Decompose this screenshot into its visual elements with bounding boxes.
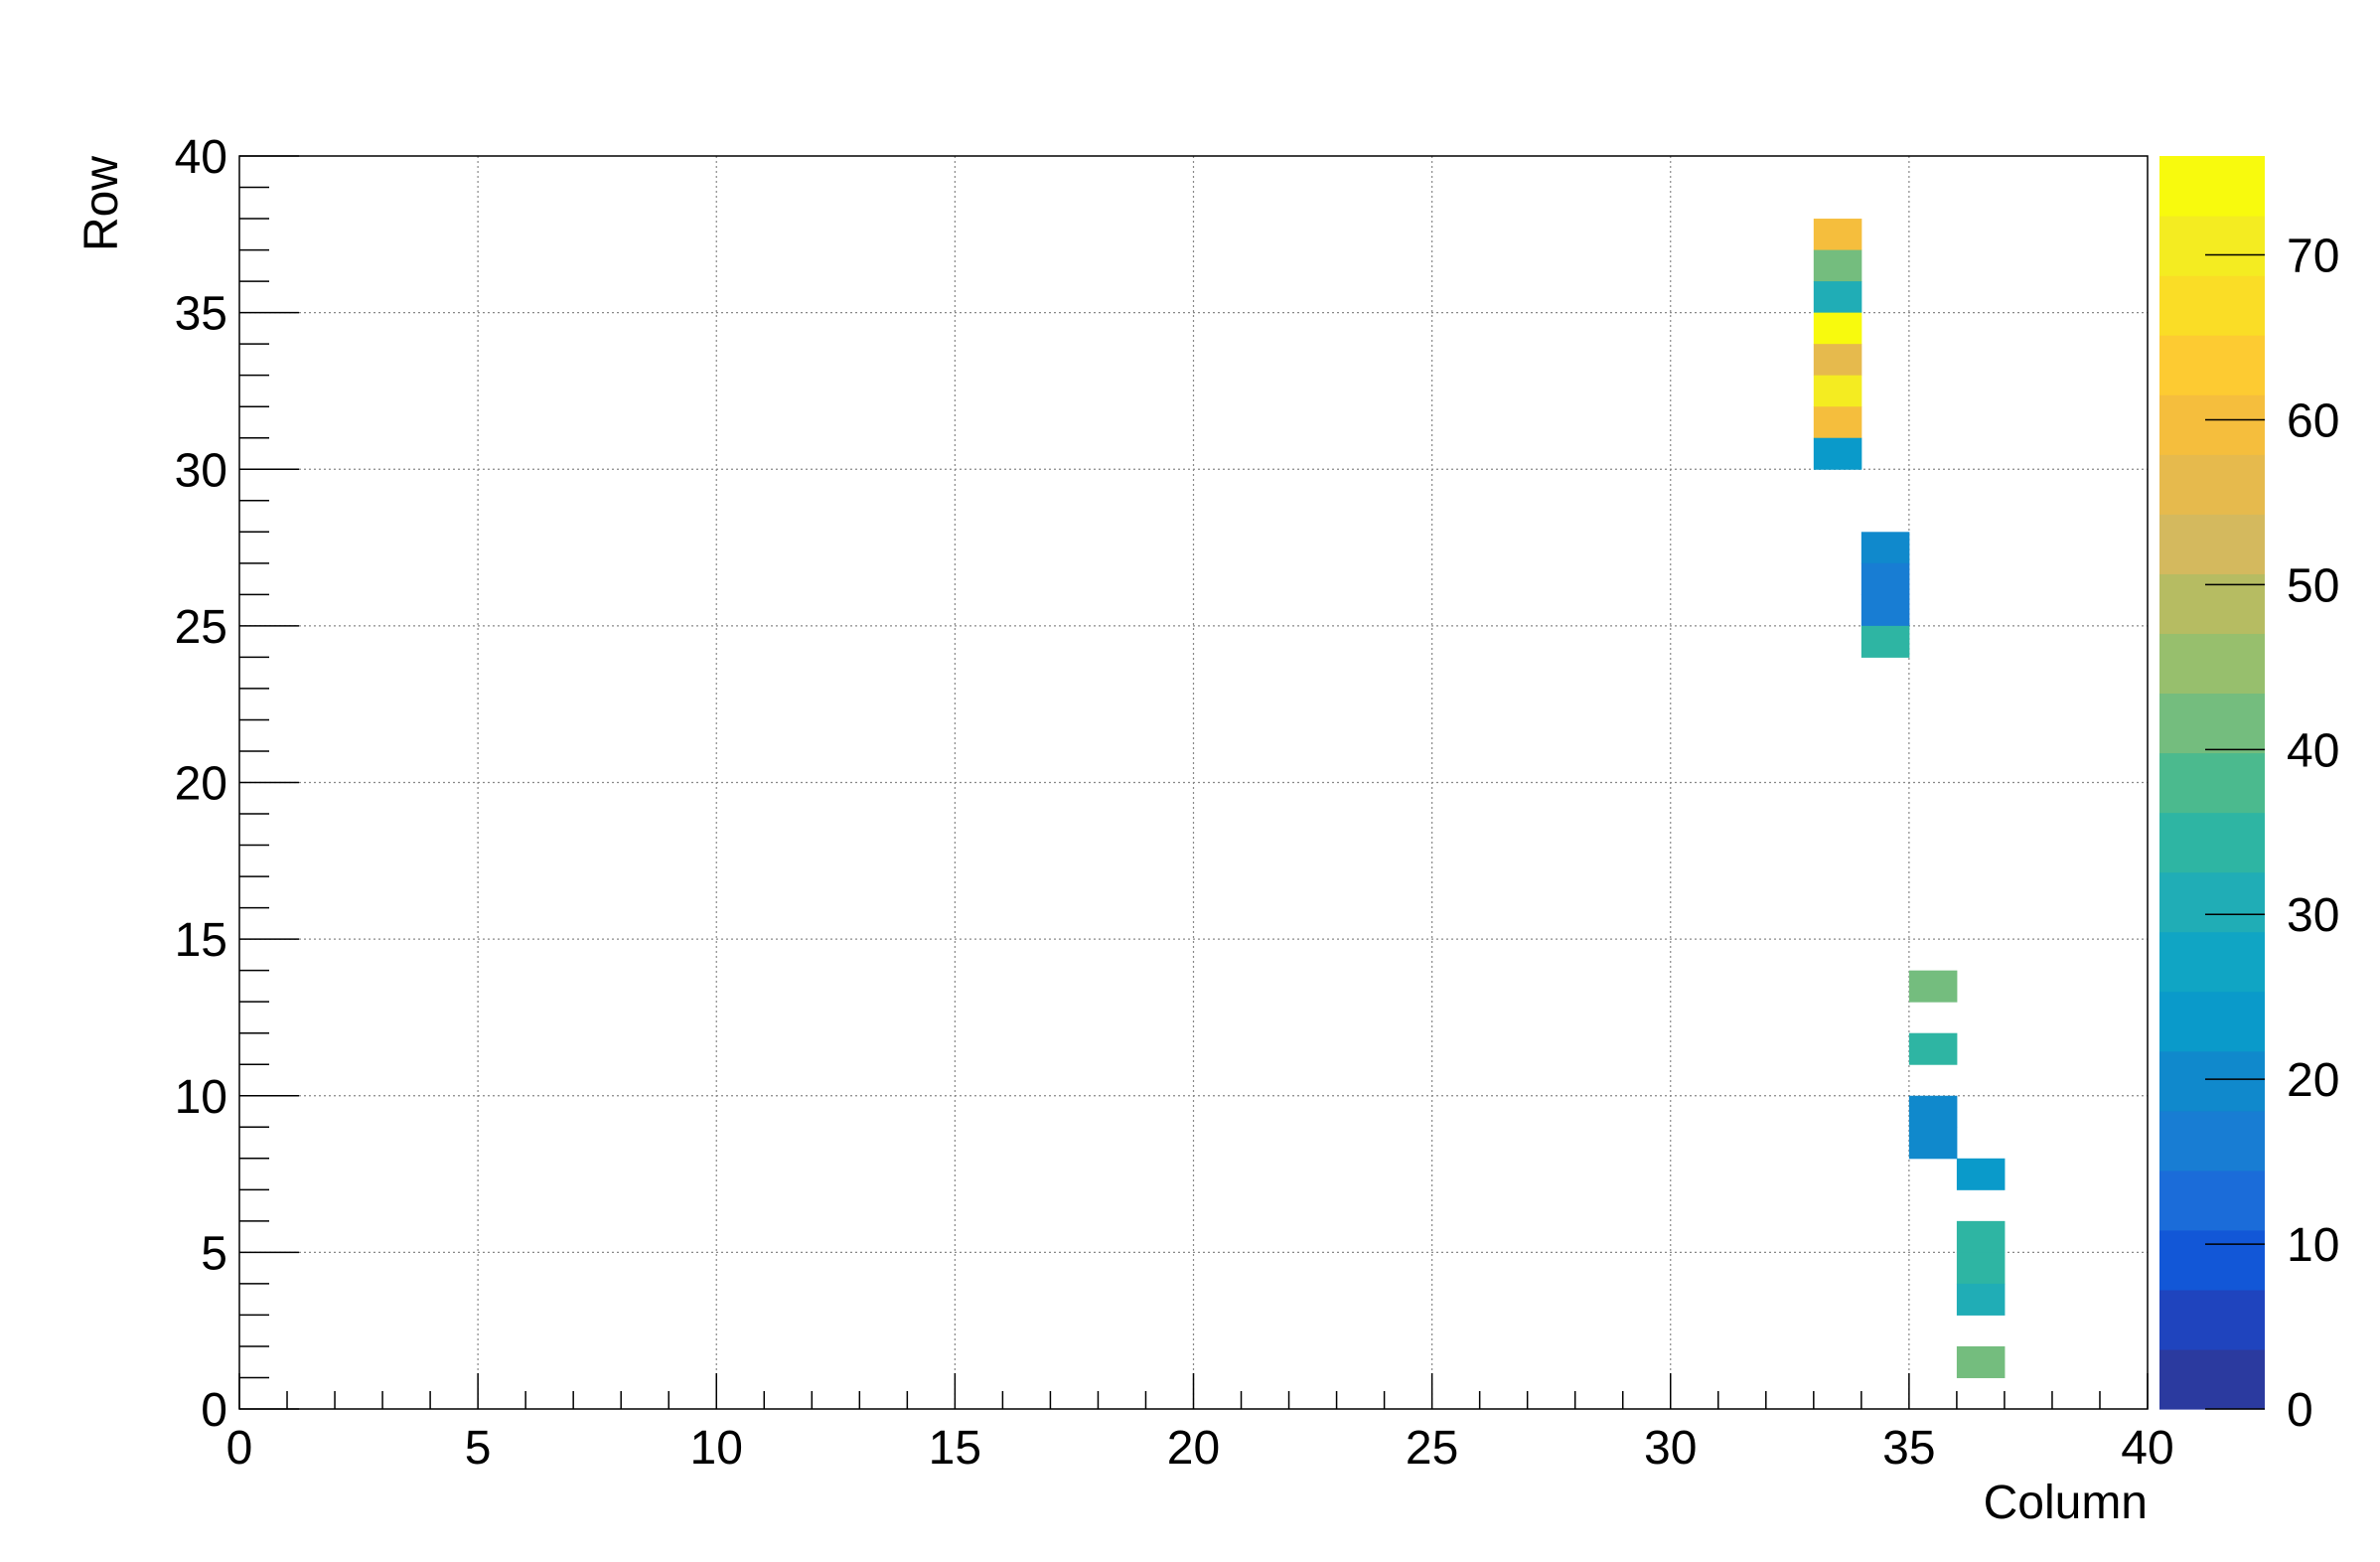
- heatmap-cell: [1813, 375, 1862, 407]
- colorbar-band: [2159, 1348, 2265, 1410]
- heatmap-cell: [1908, 1095, 1958, 1128]
- colorbar: 0 10 20 30 40 50 60 70: [2159, 156, 2339, 1437]
- heatmap-cell: [1908, 970, 1958, 1003]
- heatmap-cell: [1813, 312, 1862, 345]
- x-tick-label: 10: [690, 1422, 743, 1475]
- heatmap-cell: [1908, 1127, 1958, 1160]
- x-tick-label: 20: [1167, 1422, 1220, 1475]
- y-tick-label: 35: [175, 288, 227, 341]
- colorbar-band: [2159, 1229, 2265, 1291]
- y-axis: 0 5 10 15 20 25 30 35 40: [175, 131, 299, 1437]
- colorbar-band: [2159, 216, 2265, 276]
- colorbar-band: [2159, 812, 2265, 873]
- heatmap-cell: [1860, 625, 1910, 658]
- colorbar-tick-label: 20: [2287, 1054, 2339, 1107]
- heatmap-cell: [1956, 1345, 2006, 1378]
- y-tick-label: 30: [175, 444, 227, 497]
- colorbar-band: [2159, 514, 2265, 574]
- heatmap-cell: [1956, 1220, 2006, 1253]
- colorbar-band: [2159, 394, 2265, 455]
- colorbar-band: [2159, 573, 2265, 634]
- heatmap-cells: [1813, 219, 2006, 1378]
- y-tick-label: 5: [201, 1227, 227, 1280]
- colorbar-band: [2159, 335, 2265, 395]
- heatmap-cell: [1813, 219, 1862, 251]
- colorbar-band: [2159, 1110, 2265, 1172]
- colorbar-band: [2159, 752, 2265, 814]
- heatmap-cell: [1956, 1283, 2006, 1316]
- x-tick-label: 25: [1406, 1422, 1458, 1475]
- colorbar-band: [2159, 275, 2265, 336]
- colorbar-band: [2159, 991, 2265, 1052]
- colorbar-tick-label: 10: [2287, 1219, 2339, 1272]
- colorbar-band: [2159, 931, 2265, 993]
- colorbar-tick-label: 0: [2287, 1384, 2313, 1437]
- heatmap-cell: [1860, 594, 1910, 627]
- colorbar-band: [2159, 1050, 2265, 1112]
- colorbar-band: [2159, 1289, 2265, 1350]
- colorbar-tick-label: 50: [2287, 559, 2339, 612]
- colorbar-tick-label: 40: [2287, 724, 2339, 777]
- colorbar-band: [2159, 633, 2265, 695]
- y-tick-label: 20: [175, 758, 227, 811]
- colorbar-tick-label: 30: [2287, 889, 2339, 942]
- x-tick-label: 40: [2121, 1422, 2173, 1475]
- heatmap-cell: [1813, 249, 1862, 282]
- colorbar-band: [2159, 156, 2265, 217]
- colorbar-band: [2159, 693, 2265, 754]
- heatmap-cell: [1813, 344, 1862, 377]
- colorbar-tick-label: 70: [2287, 231, 2339, 283]
- y-tick-label: 25: [175, 601, 227, 654]
- x-tick-label: 30: [1644, 1422, 1697, 1475]
- x-tick-label: 5: [465, 1422, 492, 1475]
- heatmap-cell: [1813, 437, 1862, 470]
- y-tick-label: 15: [175, 914, 227, 967]
- heatmap-cell: [1908, 1032, 1958, 1065]
- heatmap-cell: [1956, 1252, 2006, 1285]
- y-tick-label: 0: [201, 1384, 227, 1437]
- y-tick-label: 10: [175, 1071, 227, 1124]
- colorbar-tick-label: 60: [2287, 394, 2339, 447]
- y-tick-label: 40: [175, 131, 227, 184]
- heatmap-cell: [1860, 562, 1910, 595]
- y-axis-title: Row: [75, 156, 128, 251]
- x-tick-label: 0: [226, 1422, 253, 1475]
- x-axis: 0 5 10 15 20 25 30 35 40: [226, 1373, 2174, 1475]
- colorbar-band: [2159, 1170, 2265, 1231]
- heatmap-cell: [1813, 406, 1862, 439]
- x-axis-title: Column: [1984, 1477, 2148, 1529]
- x-tick-label: 15: [929, 1422, 981, 1475]
- x-tick-label: 35: [1882, 1422, 1935, 1475]
- heatmap-cell: [1956, 1158, 2006, 1190]
- heatmap-cell: [1813, 281, 1862, 314]
- heatmap-cell: [1860, 532, 1910, 564]
- colorbar-band: [2159, 871, 2265, 933]
- colorbar-band: [2159, 454, 2265, 515]
